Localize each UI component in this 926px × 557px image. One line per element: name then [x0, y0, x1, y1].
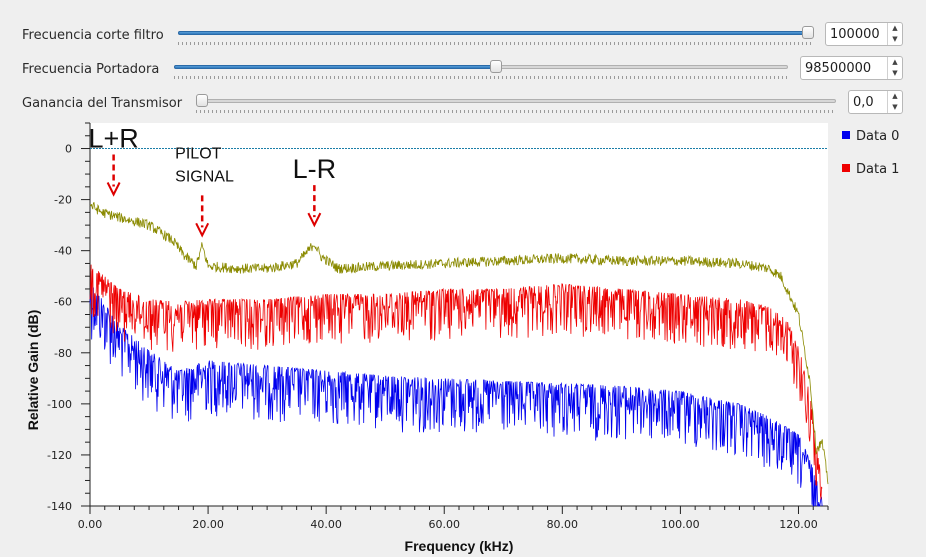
- spinbox-value[interactable]: 100000: [830, 27, 880, 42]
- filter-cutoff-spinbox[interactable]: 100000 ▲ ▼: [825, 22, 903, 46]
- spin-down-icon[interactable]: ▼: [892, 69, 898, 77]
- spin-up-icon[interactable]: ▲: [892, 92, 898, 100]
- slider-ticks: [178, 42, 814, 45]
- x-axis-label: Frequency (kHz): [405, 538, 514, 554]
- series-data1-line: [89, 264, 823, 500]
- carrier-frequency-slider[interactable]: [174, 60, 788, 79]
- spinbox-value[interactable]: 0,0: [853, 95, 874, 110]
- slider-handle[interactable]: [802, 26, 814, 39]
- spin-up-icon[interactable]: ▲: [892, 58, 898, 66]
- control-row-carrier-frequency: Frecuencia Portadora 98500000 ▲ ▼: [0, 56, 926, 86]
- slider-handle[interactable]: [490, 60, 503, 73]
- annotation-label: SIGNAL: [175, 168, 234, 185]
- annotation-arrow-head: [195, 222, 210, 238]
- control-row-transmitter-gain: Ganancia del Transmisor 0,0 ▲ ▼: [0, 90, 926, 120]
- y-tick-label: 0: [65, 143, 72, 156]
- spin-down-icon[interactable]: ▼: [892, 103, 898, 111]
- spin-down-icon[interactable]: ▼: [892, 35, 898, 43]
- transmitter-gain-label: Ganancia del Transmisor: [22, 96, 183, 111]
- annotations: L+R PILOT SIGNAL L-R: [88, 123, 337, 238]
- y-axis-label: Relative Gain (dB): [25, 310, 41, 431]
- transmitter-gain-slider[interactable]: [196, 94, 836, 113]
- y-tick-label: -120: [47, 449, 72, 462]
- series-envelope-line: [89, 201, 829, 485]
- x-tick-label: 120.00: [779, 518, 818, 531]
- y-axis: 0 -20 -40 -60 -80 -100 -120 -140: [47, 122, 91, 513]
- slider-fill: [178, 31, 808, 35]
- annotation-label: L-R: [293, 154, 337, 184]
- legend-swatch: [842, 164, 850, 172]
- filter-cutoff-label: Frecuencia corte filtro: [22, 28, 164, 43]
- transmitter-gain-spinbox[interactable]: 0,0 ▲ ▼: [848, 90, 903, 114]
- filter-cutoff-slider[interactable]: [178, 26, 814, 45]
- series-lines: [89, 201, 829, 507]
- y-tick-label: -40: [54, 245, 72, 258]
- spinbox-arrows: ▲ ▼: [887, 91, 902, 113]
- slider-ticks: [196, 110, 836, 113]
- slider-groove: [196, 99, 836, 103]
- y-tick-label: -60: [54, 296, 72, 309]
- y-tick-label: -20: [54, 194, 72, 207]
- slider-fill: [174, 65, 497, 69]
- annotation-label: L+R: [88, 123, 138, 153]
- annotation-label: PILOT: [175, 145, 221, 162]
- spin-up-icon[interactable]: ▲: [892, 24, 898, 32]
- y-tick-label: -100: [47, 398, 72, 411]
- spectrum-plot[interactable]: 0 -20 -40 -60 -80 -100 -120 -140 0.00 20.00 40.00…: [0, 118, 926, 557]
- x-tick-label: 100.00: [661, 518, 700, 531]
- carrier-frequency-label: Frecuencia Portadora: [22, 62, 160, 77]
- legend-label: Data 0: [856, 129, 899, 144]
- annotation-arrow-head: [307, 212, 322, 228]
- spinbox-arrows: ▲ ▼: [887, 57, 902, 79]
- slider-handle[interactable]: [196, 94, 208, 107]
- x-tick-label: 20.00: [192, 518, 224, 531]
- carrier-frequency-spinbox[interactable]: 98500000 ▲ ▼: [800, 56, 903, 80]
- legend-swatch: [842, 131, 850, 139]
- x-tick-label: 60.00: [428, 518, 460, 531]
- y-tick-label: -140: [47, 500, 72, 513]
- spinbox-value[interactable]: 98500000: [805, 61, 872, 76]
- spinbox-arrows: ▲ ▼: [887, 23, 902, 45]
- series-data0-line: [89, 286, 823, 507]
- legend-label: Data 1: [856, 162, 899, 177]
- legend: Data 0 Data 1: [842, 129, 899, 177]
- x-tick-label: 0.00: [78, 518, 103, 531]
- x-axis: 0.00 20.00 40.00 60.00 80.00 100.00 120.00: [78, 505, 829, 531]
- annotation-arrow-head: [106, 182, 121, 197]
- y-tick-label: -80: [54, 347, 72, 360]
- slider-ticks: [174, 76, 788, 79]
- x-tick-label: 40.00: [310, 518, 342, 531]
- x-tick-label: 80.00: [547, 518, 579, 531]
- control-row-filter-cutoff: Frecuencia corte filtro 100000 ▲ ▼: [0, 22, 926, 52]
